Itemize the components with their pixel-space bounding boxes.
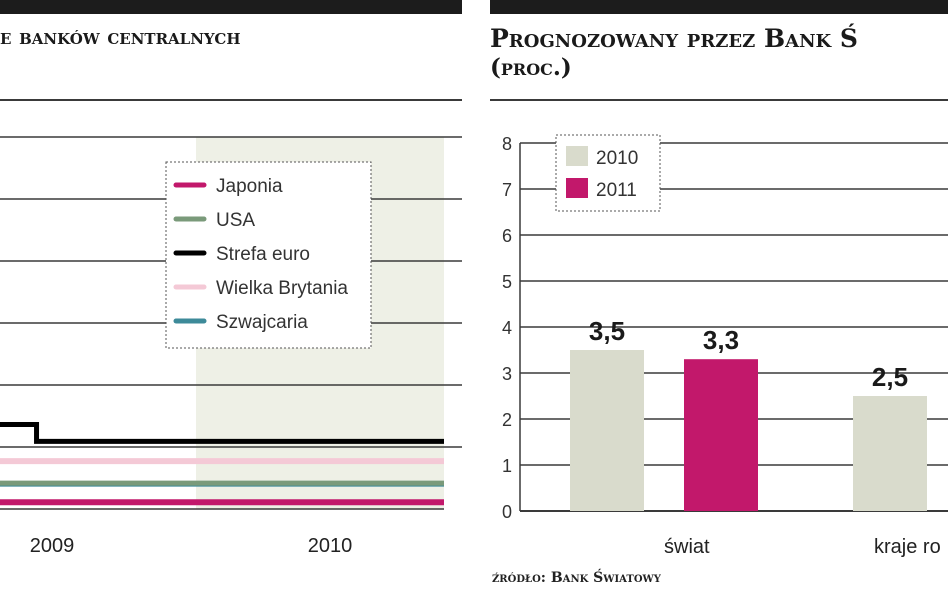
right-title-rule: [490, 99, 948, 101]
bar-value-label: 2,5: [872, 362, 908, 392]
right-chart-title: Prognozowany przez Bank Ś: [490, 24, 858, 53]
left-chart-title: e banków centralnych: [0, 24, 241, 50]
bar-2011-0: [684, 359, 758, 511]
right-chart-subtitle: (proc.): [490, 54, 572, 81]
bar-value-label: 3,5: [589, 316, 625, 346]
source-note: źródło: Bank Światowy: [492, 570, 661, 586]
right-y-tick-label: 3: [502, 364, 512, 384]
right-y-tick-label: 1: [502, 456, 512, 476]
left-x-tick-label: 2010: [308, 535, 353, 557]
left-header-bar: [0, 0, 462, 14]
bar-2010-0: [570, 350, 644, 511]
right-y-tick-label: 4: [502, 318, 512, 338]
right-y-tick-label: 7: [502, 180, 512, 200]
right-y-tick-label: 6: [502, 226, 512, 246]
legend-label: USA: [216, 210, 255, 231]
legend-label: Wielka Brytania: [216, 278, 348, 299]
bar-2010-1: [853, 396, 927, 511]
left-title-rule: [0, 99, 462, 101]
legend-label: Japonia: [216, 176, 283, 197]
line-series-strefa-euro: [0, 421, 444, 444]
right-category-label: świat: [664, 536, 710, 558]
right-y-tick-label: 0: [502, 502, 512, 522]
bar-value-label: 3,3: [703, 325, 739, 355]
right-bar-chart: 0 1 2 3 4 5 6 7 8 3,5 3,3 2,5 świat kraje ro 2010 20…: [502, 134, 948, 558]
legend-label: Szwajcaria: [216, 312, 308, 333]
right-header-bar: [490, 0, 948, 14]
legend-swatch: [566, 178, 588, 198]
right-y-tick-label: 8: [502, 134, 512, 154]
left-line-chart: 2009 2010 Japonia USA Strefa euro Wielka Bry…: [0, 136, 462, 557]
right-y-tick-label: 2: [502, 410, 512, 430]
left-x-tick-label: 2009: [30, 535, 75, 557]
legend-label: 2010: [596, 148, 638, 169]
right-category-label: kraje ro: [874, 536, 941, 558]
right-y-tick-label: 5: [502, 272, 512, 292]
legend-label: Strefa euro: [216, 244, 310, 265]
legend-label: 2011: [596, 180, 637, 201]
legend-swatch: [566, 146, 588, 166]
